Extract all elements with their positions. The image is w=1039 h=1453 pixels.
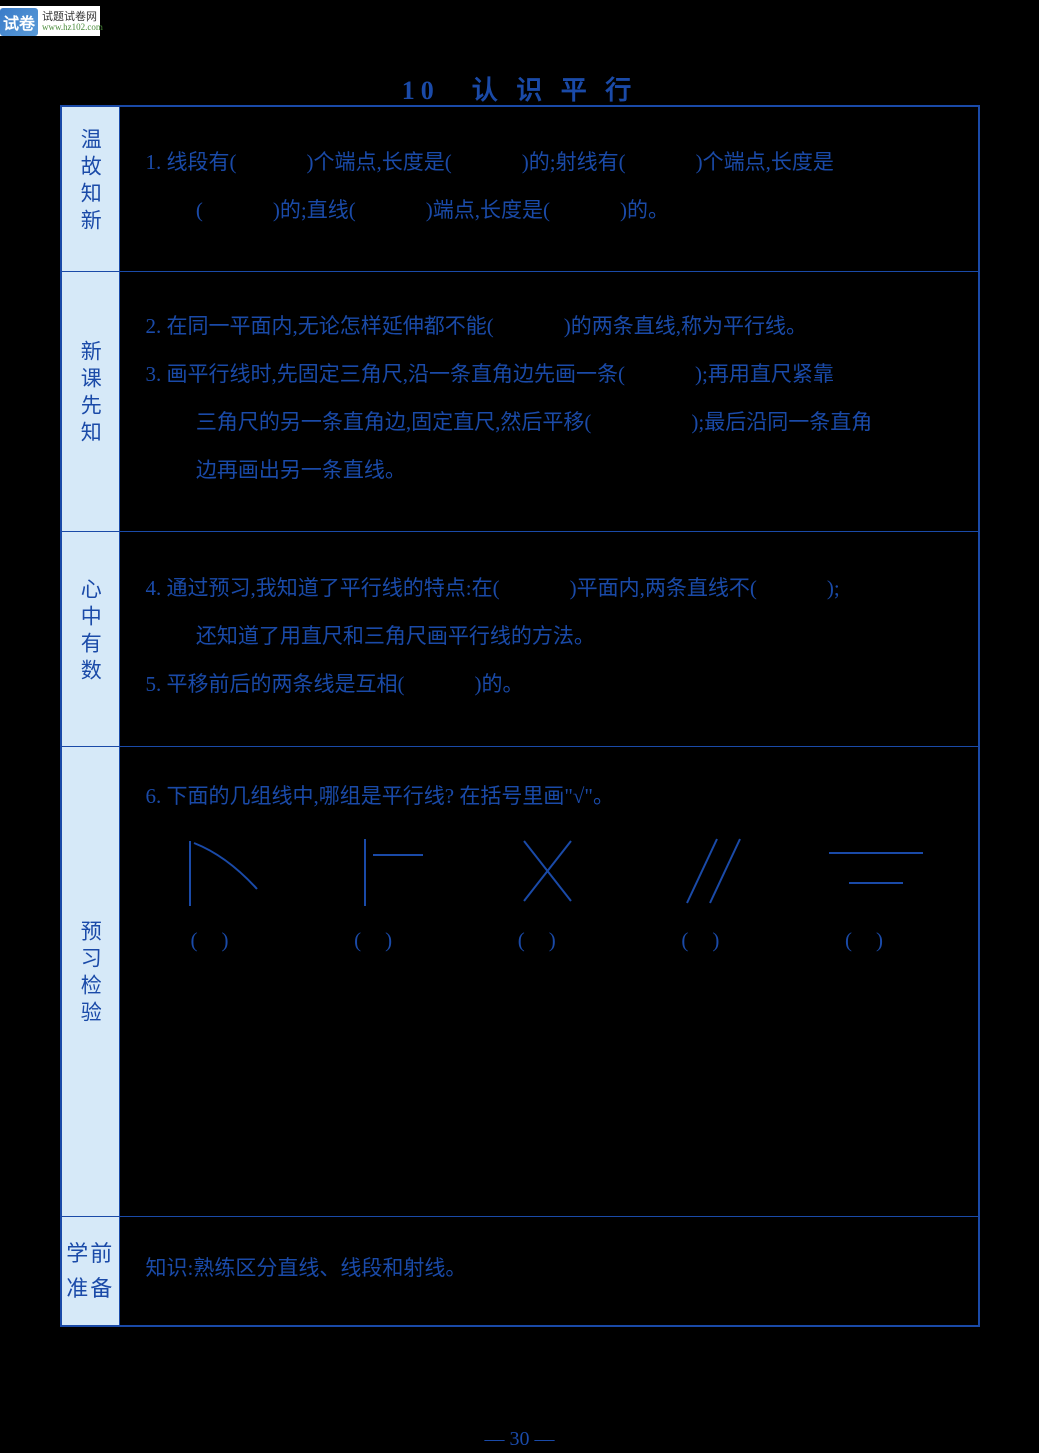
- section-label-preview: 新课先知: [61, 271, 119, 531]
- prep-text: 知识:熟练区分直线、线段和射线。: [146, 1247, 953, 1289]
- figure-4: (): [642, 831, 782, 961]
- answer-paren-5: (): [845, 928, 907, 952]
- question-4-cont: 还知道了用直尺和三角尺画平行线的方法。: [146, 615, 953, 657]
- watermark-url: www.hz102.com: [42, 23, 103, 33]
- figure-cross-x-icon: [499, 831, 599, 911]
- question-1: 1. 线段有()个端点,长度是()的;射线有()个端点,长度是: [146, 141, 953, 183]
- section-content-prep: 知识:熟练区分直线、线段和射线。: [119, 1216, 979, 1326]
- section-content-review: 1. 线段有()个端点,长度是()的;射线有()个端点,长度是 ()的;直线()…: [119, 106, 979, 271]
- answer-paren-2: (): [354, 928, 416, 952]
- figure-5: (): [806, 831, 946, 961]
- watermark: 试卷 试题试卷网 www.hz102.com: [0, 8, 103, 36]
- section-content-check: 6. 下面的几组线中,哪组是平行线? 在括号里画"√"。 () (): [119, 746, 979, 1216]
- figure-3: (): [479, 831, 619, 961]
- answer-paren-1: (): [191, 928, 253, 952]
- figure-1: (): [152, 831, 292, 961]
- watermark-logo-icon: 试卷: [0, 8, 38, 36]
- section-content-preview: 2. 在同一平面内,无论怎样延伸都不能()的两条直线,称为平行线。 3. 画平行…: [119, 271, 979, 531]
- question-2: 2. 在同一平面内,无论怎样延伸都不能()的两条直线,称为平行线。: [146, 305, 953, 347]
- question-6: 6. 下面的几组线中,哪组是平行线? 在括号里画"√"。: [146, 775, 953, 817]
- question-3-cont1: 三角尺的另一条直角边,固定直尺,然后平移();最后沿同一条直角: [146, 401, 953, 443]
- section-label-check: 预习检验: [61, 746, 119, 1216]
- section-content-knowledge: 4. 通过预习,我知道了平行线的特点:在()平面内,两条直线不(); 还知道了用…: [119, 531, 979, 746]
- question-1-cont: ()的;直线()端点,长度是()的。: [146, 189, 953, 231]
- question-3: 3. 画平行线时,先固定三角尺,沿一条直角边先画一条();再用直尺紧靠: [146, 353, 953, 395]
- section-label-review: 温故知新: [61, 106, 119, 271]
- section-label-knowledge: 心中有数: [61, 531, 119, 746]
- question-5: 5. 平移前后的两条线是互相()的。: [146, 663, 953, 705]
- figures-row: () () (): [146, 831, 953, 961]
- question-4: 4. 通过预习,我知道了平行线的特点:在()平面内,两条直线不();: [146, 567, 953, 609]
- page-number: — 30 —: [0, 1428, 1039, 1451]
- figure-two-horiz-icon: [821, 831, 931, 911]
- section-label-prep: 学前 准备: [61, 1216, 119, 1326]
- page-title: 10 认 识 平 行: [0, 70, 1039, 107]
- answer-paren-4: (): [681, 928, 743, 952]
- figure-two-slant-icon: [662, 831, 762, 911]
- question-3-cont2: 边再画出另一条直线。: [146, 449, 953, 491]
- figure-2: (): [315, 831, 455, 961]
- answer-paren-3: (): [518, 928, 580, 952]
- figure-vert-curve-icon: [172, 831, 272, 911]
- worksheet-table: 温故知新 1. 线段有()个端点,长度是()的;射线有()个端点,长度是 ()的…: [60, 105, 980, 1327]
- figure-vert-horiz-icon: [335, 831, 435, 911]
- watermark-text: 试题试卷网 www.hz102.com: [42, 11, 103, 33]
